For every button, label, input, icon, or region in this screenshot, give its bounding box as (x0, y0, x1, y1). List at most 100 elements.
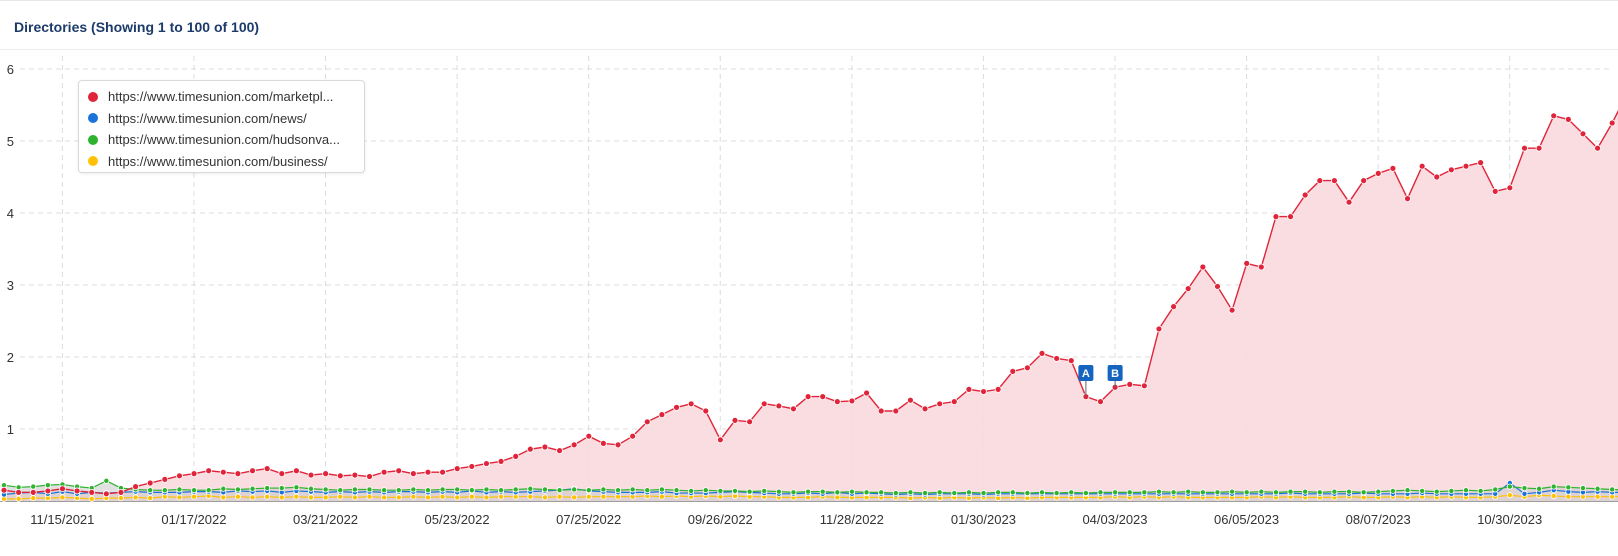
data-point-marketplace (1243, 259, 1251, 267)
data-point-marketplace (570, 441, 578, 449)
y-tick-label: 3 (7, 278, 14, 293)
data-point-hudsonvalley (1214, 489, 1221, 496)
data-point-news (1521, 490, 1528, 497)
data-point-marketplace (29, 488, 37, 496)
data-point-marketplace (1389, 164, 1397, 172)
data-point-hudsonvalley (512, 486, 519, 493)
data-point-marketplace (936, 400, 944, 408)
data-point-marketplace (892, 407, 900, 415)
data-point-business (220, 494, 227, 501)
data-point-marketplace (1535, 144, 1543, 152)
legend-item-marketplace[interactable]: https://www.timesunion.com/marketpl... (79, 86, 364, 108)
panel-title: Directories (Showing 1 to 100 of 100) (14, 19, 260, 35)
data-point-hudsonvalley (556, 487, 563, 494)
data-point-marketplace (1433, 173, 1441, 181)
data-point-hudsonvalley (1068, 489, 1075, 496)
data-point-business (498, 493, 505, 500)
data-point-hudsonvalley (527, 485, 534, 492)
data-point-hudsonvalley (995, 489, 1002, 496)
data-point-business (395, 494, 402, 501)
data-point-hudsonvalley (980, 490, 987, 497)
y-tick-label: 1 (7, 422, 14, 437)
data-point-marketplace (614, 441, 622, 449)
x-tick-label: 10/30/2023 (1477, 512, 1542, 527)
data-point-marketplace (15, 488, 23, 496)
data-point-hudsonvalley (1433, 488, 1440, 495)
data-point-hudsonvalley (1009, 489, 1016, 496)
data-point-hudsonvalley (220, 485, 227, 492)
area-minor-series (4, 480, 1618, 501)
data-point-hudsonvalley (1609, 486, 1616, 493)
x-tick-label: 07/25/2022 (556, 512, 621, 527)
data-point-marketplace (1024, 364, 1031, 372)
legend-item-hudsonvalley[interactable]: https://www.timesunion.com/hudsonva... (79, 129, 364, 151)
data-point-hudsonvalley (1141, 489, 1148, 496)
data-point-marketplace (395, 467, 403, 475)
legend-item-business[interactable]: https://www.timesunion.com/business/ (79, 151, 364, 173)
event-marker-label: B (1111, 368, 1119, 380)
data-point-marketplace (497, 457, 505, 465)
x-tick-label: 11/15/2021 (30, 512, 94, 527)
data-point-business (234, 493, 241, 500)
data-point-hudsonvalley (878, 489, 885, 496)
data-point-business (176, 494, 183, 501)
data-point-marketplace (921, 405, 929, 413)
data-point-hudsonvalley (249, 485, 256, 492)
x-tick-label: 01/17/2022 (161, 512, 226, 527)
data-point-hudsonvalley (351, 486, 358, 493)
legend-label: https://www.timesunion.com/business/ (108, 153, 328, 169)
data-point-hudsonvalley (790, 489, 797, 496)
data-point-business (293, 493, 300, 500)
legend-dot-icon (88, 156, 98, 167)
data-point-marketplace (512, 452, 520, 460)
legend-dot-icon (88, 134, 98, 145)
data-point-business (585, 493, 592, 500)
data-point-hudsonvalley (103, 477, 110, 484)
data-point-hudsonvalley (907, 489, 914, 496)
data-point-marketplace (161, 475, 169, 483)
data-point-business (571, 494, 578, 501)
data-point-hudsonvalley (746, 488, 753, 495)
data-point-hudsonvalley (1389, 487, 1396, 494)
data-point-business (191, 493, 198, 500)
data-point-hudsonvalley (1199, 489, 1206, 496)
data-point-hudsonvalley (1082, 490, 1089, 497)
data-point-hudsonvalley (1477, 487, 1484, 494)
data-point-marketplace (263, 465, 271, 473)
legend-dot-icon (88, 91, 98, 102)
data-point-hudsonvalley (1126, 489, 1133, 496)
data-point-marketplace (351, 471, 359, 479)
data-point-hudsonvalley (1024, 490, 1031, 497)
data-point-hudsonvalley (732, 487, 739, 494)
data-point-business (30, 495, 37, 502)
event-markers: ABCD (1078, 365, 1123, 397)
data-point-hudsonvalley (1053, 490, 1060, 497)
data-point-business (527, 493, 534, 500)
data-point-business (834, 494, 841, 501)
x-tick-label: 08/07/2023 (1346, 512, 1411, 527)
x-tick-label: 09/26/2022 (688, 512, 753, 527)
data-point-hudsonvalley (1039, 489, 1046, 496)
data-point-hudsonvalley (775, 488, 782, 495)
data-point-marketplace (556, 447, 563, 455)
data-point-business (278, 494, 285, 501)
data-point-business (322, 494, 329, 501)
data-point-marketplace (702, 407, 710, 415)
legend-item-news[interactable]: https://www.timesunion.com/news/ (79, 108, 364, 130)
data-point-marketplace (1053, 355, 1061, 362)
data-point-hudsonvalley (439, 486, 446, 493)
data-point-hudsonvalley (1346, 488, 1353, 495)
data-point-business (249, 494, 256, 501)
data-point-marketplace (1477, 159, 1485, 167)
data-point-hudsonvalley (1360, 489, 1367, 496)
data-point-marketplace (716, 436, 724, 444)
data-point-hudsonvalley (1375, 488, 1382, 495)
data-point-business (59, 494, 66, 501)
data-point-hudsonvalley (1492, 486, 1499, 493)
x-tick-label: 11/28/2022 (820, 512, 884, 527)
data-point-marketplace (1170, 303, 1177, 311)
data-point-marketplace (1404, 195, 1411, 203)
data-point-hudsonvalley (848, 488, 855, 495)
data-point-marketplace (1097, 398, 1104, 406)
